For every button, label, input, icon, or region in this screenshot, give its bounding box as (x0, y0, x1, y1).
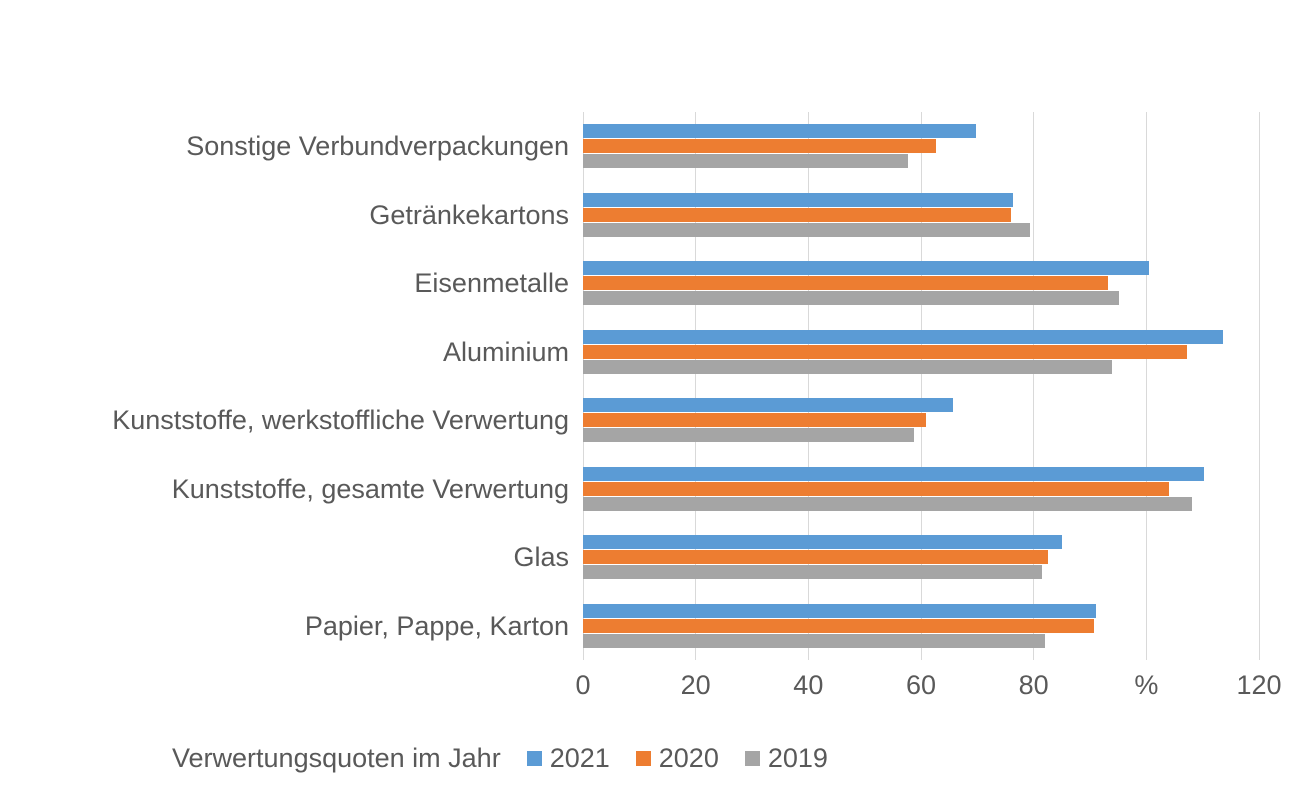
x-tick-label-60: 60 (905, 670, 937, 700)
legend-item-2021: 2021 (526, 742, 610, 774)
bar-2021 (583, 124, 977, 139)
gridline-120 (1258, 112, 1260, 660)
category-label: Aluminium (442, 336, 569, 367)
x-tick-label-%: % (1134, 670, 1159, 700)
legend-swatch-2020 (635, 750, 651, 766)
gridline-80 (1033, 112, 1035, 660)
legend-label-2020: 2020 (658, 742, 719, 773)
bar-2020 (583, 207, 1012, 222)
bar-2019 (583, 222, 1031, 237)
bar-2021 (583, 466, 1204, 481)
category-labels: Sonstige Verbundverpackungen Getränkekart… (0, 0, 583, 799)
bar-2020 (583, 481, 1170, 496)
category-label: Eisenmetalle (414, 268, 569, 299)
legend-title: Verwertungsquoten im Jahr (172, 742, 501, 773)
gridline-20 (695, 112, 697, 660)
legend-item-2019: 2019 (744, 742, 828, 774)
x-tick-label-40: 40 (793, 670, 824, 700)
bar-2020 (583, 276, 1109, 291)
category-label: Kunststoffe, werkstoffliche Verwertung (112, 405, 569, 436)
bar-2020 (583, 618, 1094, 633)
bar-2021 (583, 603, 1097, 618)
category-label: Papier, Pappe, Karton (304, 610, 569, 641)
bar-2021 (583, 535, 1063, 550)
bar-2020 (583, 344, 1187, 359)
bar-2020 (583, 550, 1048, 565)
bar-2019 (583, 496, 1192, 511)
bar-2019 (583, 565, 1043, 580)
x-tick-label-20: 20 (680, 670, 711, 700)
x-tick-label-120: 120 (1236, 670, 1282, 700)
gridline-60 (920, 112, 922, 660)
bar-2019 (583, 359, 1112, 374)
category-label: Kunststoffe, gesamte Verwertung (171, 473, 569, 504)
plot-area: 0 20 40 60 80% 120 (575, 112, 1282, 700)
legend-items: 2021 2020 2019 (526, 742, 828, 774)
bar-2019 (583, 291, 1120, 306)
bar-2020 (583, 413, 926, 428)
bar-2021 (583, 329, 1223, 344)
gridline-0 (582, 112, 584, 660)
legend-label-2021: 2021 (549, 742, 610, 773)
x-tick-label-80: 80 (1018, 670, 1049, 700)
bar-2019 (583, 154, 909, 169)
gridline-100 (1145, 112, 1147, 660)
bar-2021 (583, 398, 954, 413)
gridline-40 (807, 112, 809, 660)
category-label: Sonstige Verbundverpackungen (186, 131, 569, 162)
legend-swatch-2021 (526, 750, 542, 766)
bar-2021 (583, 261, 1149, 276)
bar-2021 (583, 192, 1014, 207)
category-label: Getränkekartons (369, 199, 569, 230)
legend: Verwertungsquoten im Jahr 2021 2020 2019 (172, 740, 828, 776)
bar-2020 (583, 139, 936, 154)
legend-item-2020: 2020 (635, 742, 719, 774)
legend-swatch-2019 (744, 750, 760, 766)
legend-label-2019: 2019 (767, 742, 828, 773)
category-label: Glas (513, 542, 569, 573)
bar-2019 (583, 633, 1046, 648)
bar-2019 (583, 428, 914, 443)
x-tick-label-0: 0 (575, 670, 591, 700)
